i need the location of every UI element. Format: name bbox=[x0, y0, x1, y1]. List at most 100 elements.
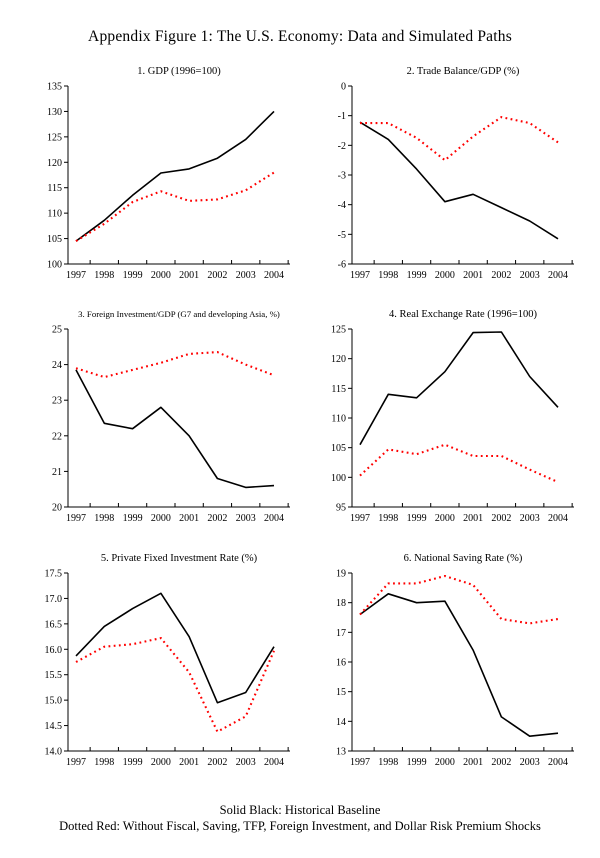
x-tick-label: 1998 bbox=[378, 270, 398, 281]
baseline-series-line bbox=[359, 331, 559, 446]
x-tick-label: 1998 bbox=[94, 513, 114, 524]
y-tick-label: 15 bbox=[336, 687, 346, 698]
y-tick-label: 125 bbox=[47, 132, 62, 143]
x-tick-label: 1999 bbox=[407, 270, 427, 281]
chart-title: 6. National Saving Rate (%) bbox=[404, 553, 523, 564]
baseline-series-line bbox=[75, 369, 275, 489]
y-tick-label: 125 bbox=[331, 325, 346, 336]
x-tick-label: 1999 bbox=[407, 513, 427, 524]
y-tick-label: 120 bbox=[47, 158, 62, 169]
baseline-series-line bbox=[75, 592, 275, 704]
chart-title: 3. Foreign Investment/GDP (G7 and develo… bbox=[78, 309, 280, 319]
y-tick-label: 14 bbox=[336, 717, 346, 728]
x-tick-label: 2000 bbox=[151, 757, 171, 768]
x-tick-label: 2000 bbox=[151, 270, 171, 281]
y-tick-label: 22 bbox=[52, 431, 62, 442]
x-tick-label: 1999 bbox=[123, 270, 143, 281]
x-tick-label: 1997 bbox=[66, 757, 86, 768]
x-tick-label: 2001 bbox=[179, 513, 199, 524]
x-tick-label: 1998 bbox=[94, 757, 114, 768]
x-tick-label: 1999 bbox=[123, 757, 143, 768]
chart-real-exchange-rate: 4. Real Exchange Rate (1996=100) 95 100 105… bbox=[306, 303, 578, 541]
chart-private-fixed-investment: 5. Private Fixed Investment Rate (%) 14.0… bbox=[22, 547, 294, 785]
counterfactual-series-line bbox=[359, 574, 559, 625]
x-tick-label: 2004 bbox=[264, 513, 284, 524]
x-tick-label: 2004 bbox=[548, 757, 568, 768]
y-tick-label: 14.0 bbox=[45, 747, 63, 758]
baseline-series-line bbox=[75, 110, 275, 242]
x-tick-label: 2002 bbox=[207, 270, 227, 281]
y-tick-label: 24 bbox=[52, 360, 62, 371]
x-tick-label: 2001 bbox=[463, 757, 483, 768]
y-tick-label: 105 bbox=[47, 234, 62, 245]
y-tick-label: 0 bbox=[341, 82, 346, 93]
y-tick-label: 21 bbox=[52, 467, 62, 478]
x-tick-label: 2001 bbox=[463, 270, 483, 281]
x-tick-label: 2000 bbox=[435, 513, 455, 524]
y-tick-label: 17.5 bbox=[45, 569, 63, 580]
y-tick-label: -3 bbox=[338, 171, 346, 182]
y-tick-label: 14.5 bbox=[45, 721, 63, 732]
y-tick-label: 16 bbox=[336, 658, 346, 669]
figure-title: Appendix Figure 1: The U.S. Economy: Dat… bbox=[88, 28, 512, 45]
chart-national-saving-rate: 6. National Saving Rate (%) 13 14 15 16 17 18 1… bbox=[306, 547, 578, 785]
x-tick-label: 2002 bbox=[491, 270, 511, 281]
y-tick-label: 110 bbox=[47, 209, 62, 220]
x-tick-label: 2000 bbox=[435, 757, 455, 768]
x-tick-label: 2001 bbox=[179, 757, 199, 768]
x-tick-label: 2004 bbox=[548, 270, 568, 281]
y-tick-label: 18 bbox=[336, 598, 346, 609]
y-tick-label: 15.5 bbox=[45, 670, 63, 681]
chart-canvas: 3. Foreign Investment/GDP (G7 and develo… bbox=[52, 309, 290, 524]
y-tick-label: 23 bbox=[52, 396, 62, 407]
x-tick-label: 1997 bbox=[66, 270, 86, 281]
x-tick-label: 1998 bbox=[94, 270, 114, 281]
y-tick-label: 135 bbox=[47, 82, 62, 93]
y-tick-label: 115 bbox=[47, 183, 62, 194]
x-tick-label: 2003 bbox=[236, 757, 256, 768]
y-tick-label: -4 bbox=[338, 200, 346, 211]
counterfactual-series-line bbox=[75, 171, 275, 242]
x-tick-label: 2000 bbox=[151, 513, 171, 524]
y-tick-label: 19 bbox=[336, 569, 346, 580]
x-tick-label: 2004 bbox=[548, 513, 568, 524]
chart-canvas: 4. Real Exchange Rate (1996=100) 95 100 105… bbox=[331, 309, 574, 524]
x-tick-label: 1997 bbox=[350, 757, 370, 768]
x-tick-label: 1998 bbox=[378, 757, 398, 768]
chart-trade-balance: 2. Trade Balance/GDP (%) -6 -5 -4 -3 -2 -1 0 199… bbox=[306, 60, 578, 298]
x-tick-label: 2004 bbox=[264, 270, 284, 281]
y-tick-label: -6 bbox=[338, 260, 346, 271]
y-tick-label: 20 bbox=[52, 503, 62, 514]
x-tick-label: 2003 bbox=[520, 757, 540, 768]
x-tick-label: 2001 bbox=[463, 513, 483, 524]
chart-title: 4. Real Exchange Rate (1996=100) bbox=[389, 309, 537, 320]
x-tick-label: 1997 bbox=[350, 270, 370, 281]
y-tick-label: 16.5 bbox=[45, 619, 63, 630]
x-tick-label: 2002 bbox=[207, 757, 227, 768]
chart-canvas: 6. National Saving Rate (%) 13 14 15 16 17 18 1… bbox=[336, 553, 574, 768]
y-tick-label: 115 bbox=[331, 384, 346, 395]
x-tick-label: 1997 bbox=[350, 513, 370, 524]
counterfactual-series-line bbox=[75, 637, 275, 733]
y-tick-label: 110 bbox=[331, 414, 346, 425]
y-tick-label: 105 bbox=[331, 443, 346, 454]
y-tick-label: 130 bbox=[47, 107, 62, 118]
y-tick-label: 16.0 bbox=[45, 645, 63, 656]
x-tick-label: 1999 bbox=[123, 513, 143, 524]
baseline-series-line bbox=[359, 592, 559, 737]
figure-legend: Solid Black: Historical Baseline Dotted … bbox=[0, 802, 600, 834]
chart-canvas: 1. GDP (1996=100) 100 105 110 115 120 125 130 13… bbox=[47, 66, 290, 281]
legend-baseline-line: Solid Black: Historical Baseline bbox=[219, 803, 381, 817]
y-tick-label: 17 bbox=[336, 628, 346, 639]
x-tick-label: 2003 bbox=[236, 270, 256, 281]
y-tick-label: 100 bbox=[331, 473, 346, 484]
x-tick-label: 2003 bbox=[236, 513, 256, 524]
chart-foreign-investment: 3. Foreign Investment/GDP (G7 and develo… bbox=[22, 303, 294, 541]
y-tick-label: -1 bbox=[338, 111, 346, 122]
y-tick-label: 100 bbox=[47, 260, 62, 271]
chart-title: 2. Trade Balance/GDP (%) bbox=[407, 66, 520, 77]
chart-gdp: 1. GDP (1996=100) 100 105 110 115 120 125 130 13… bbox=[22, 60, 294, 298]
y-tick-label: 17.0 bbox=[45, 594, 63, 605]
chart-canvas: 2. Trade Balance/GDP (%) -6 -5 -4 -3 -2 -1 0 199… bbox=[338, 66, 574, 281]
